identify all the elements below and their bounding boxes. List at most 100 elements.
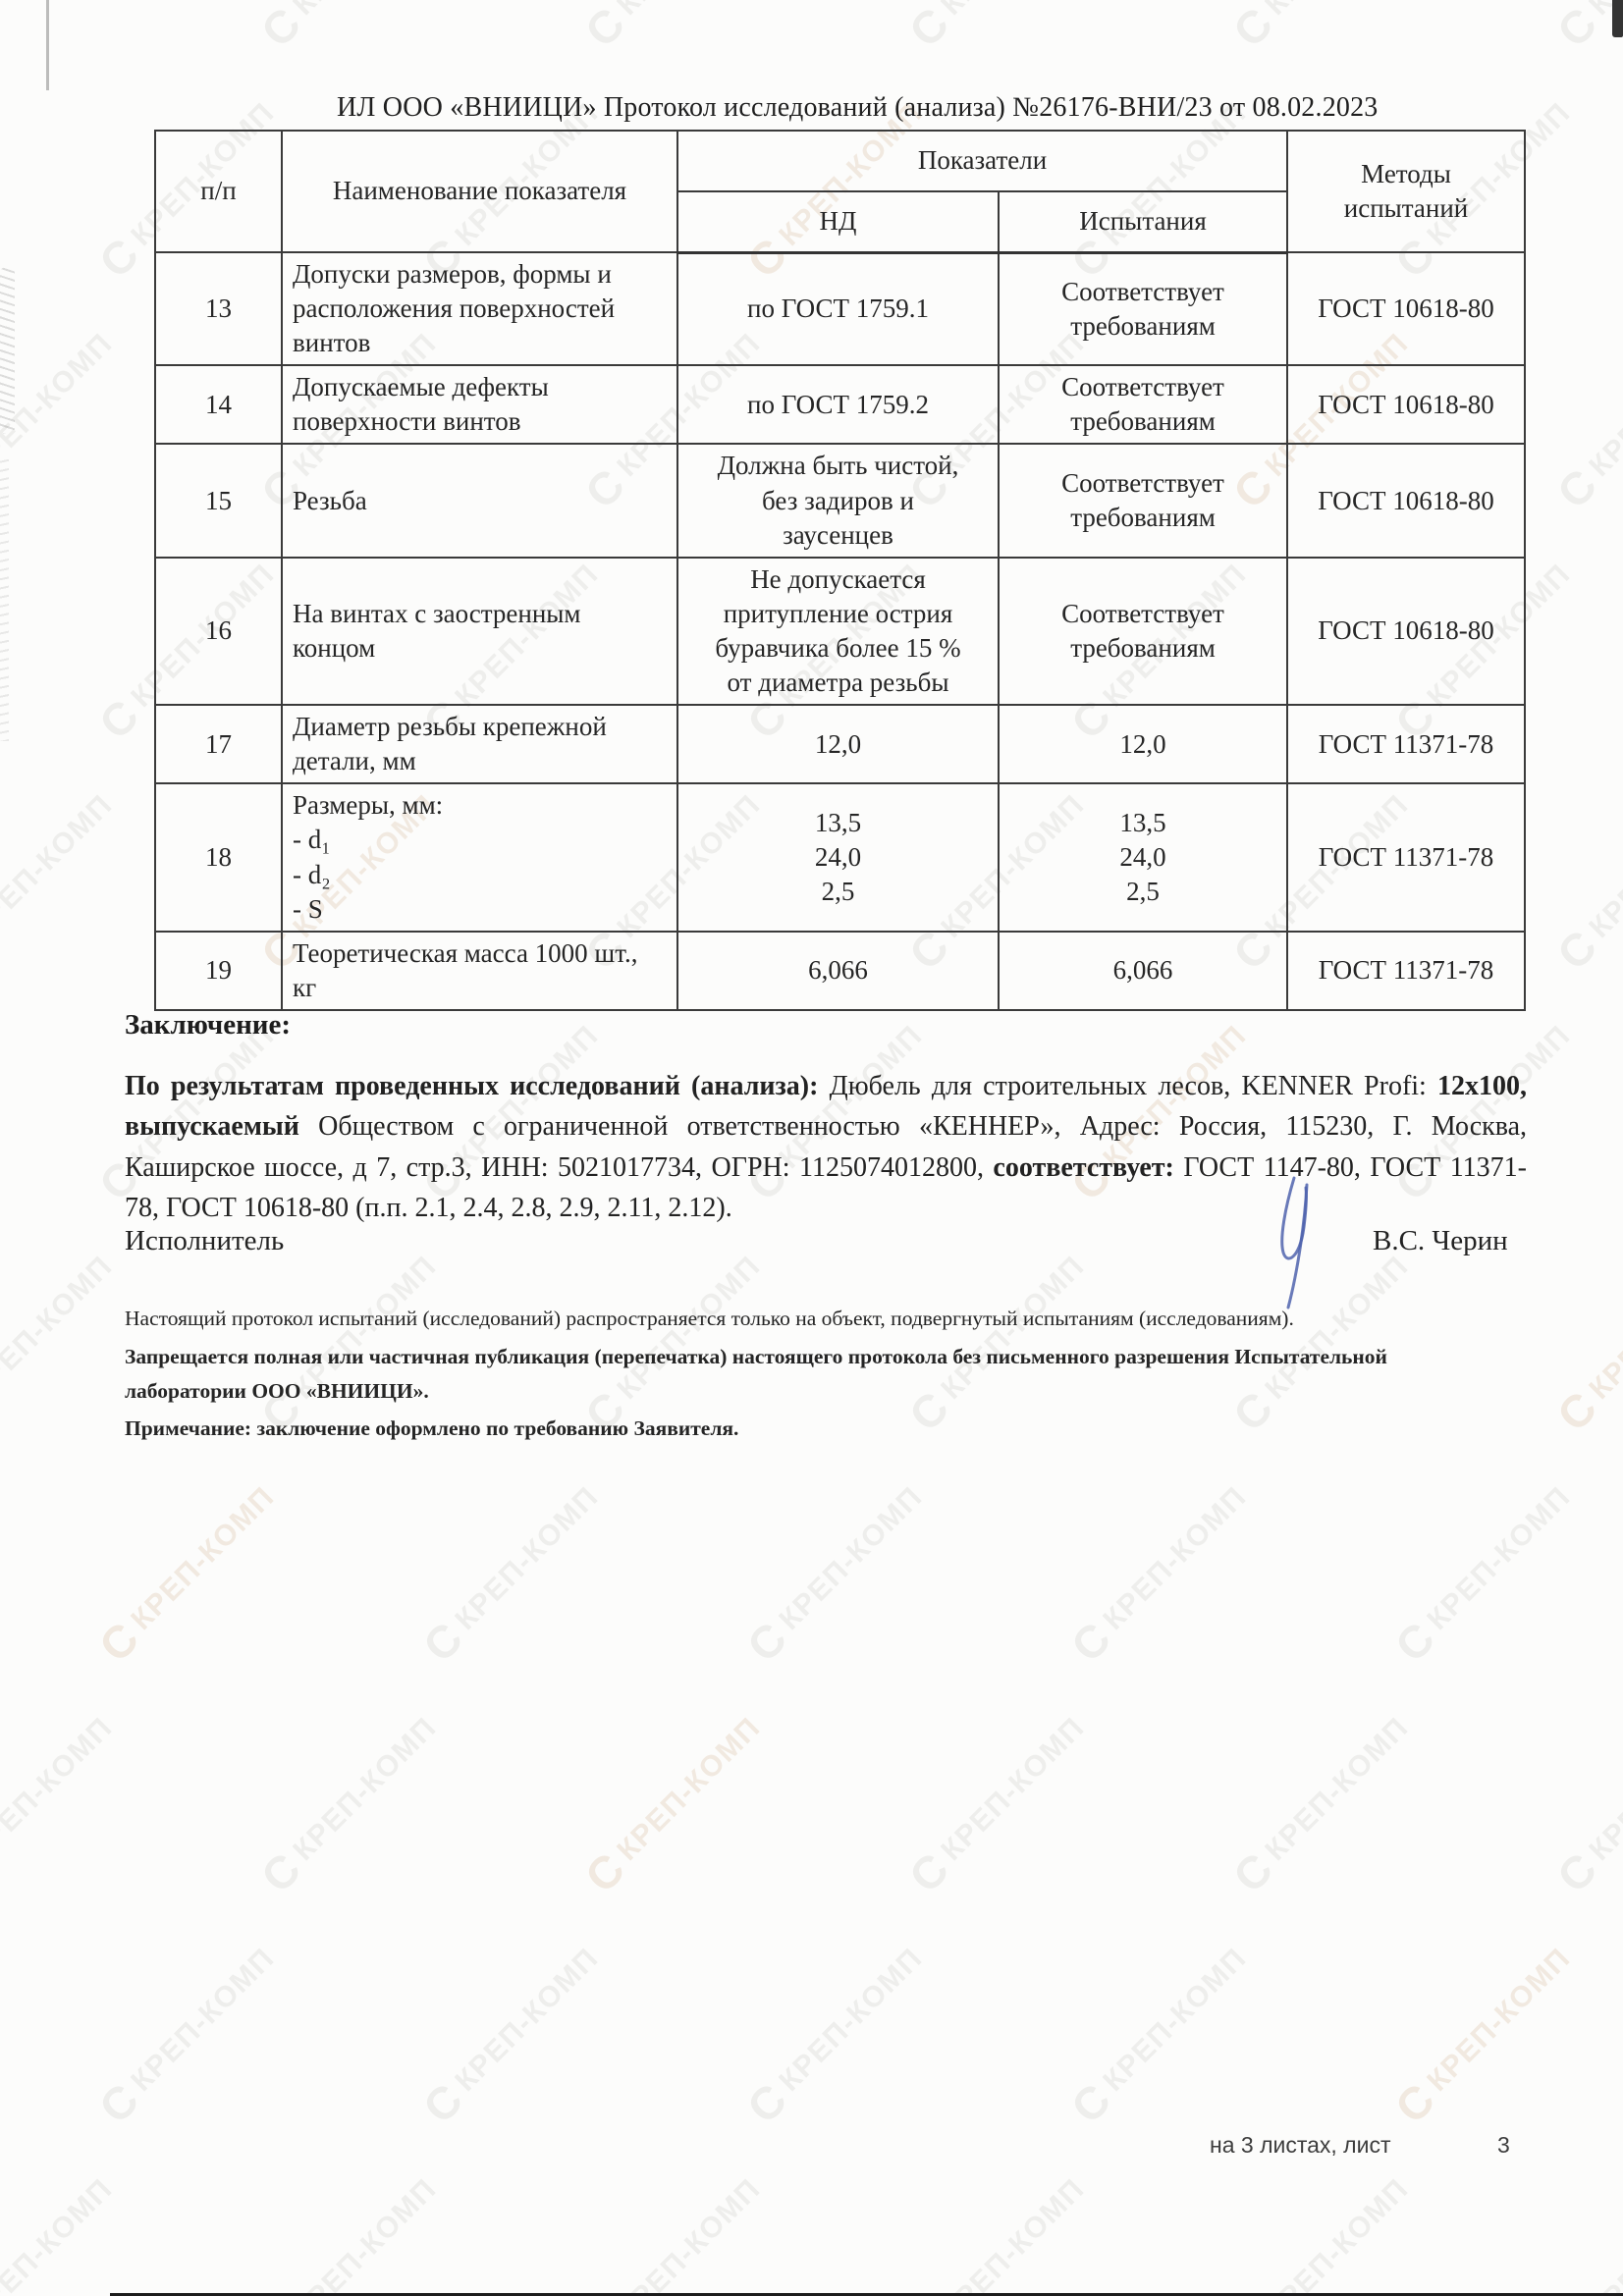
watermark: СКРЕП-КОМП <box>574 1703 774 1902</box>
brand-logo-glyph: С <box>1384 2072 1446 2133</box>
footer-notes: Настоящий протокол испытаний (исследован… <box>125 1302 1543 1450</box>
brand-logo-glyph: С <box>1060 2072 1122 2133</box>
watermark-text: КРЕП-КОМП <box>1097 1480 1254 1637</box>
watermark: СКРЕП-КОМП <box>1060 1934 1260 2133</box>
test-value: 6,066 <box>997 930 1289 1011</box>
conclusion-text: По результатам проведенных исследований … <box>125 1066 1527 1229</box>
watermark-text: КРЕП-КОМП <box>0 0 119 22</box>
watermark-text: КРЕП-КОМП <box>0 788 120 945</box>
protocol-note: Примечание: заключение оформлено по треб… <box>125 1416 739 1441</box>
brand-logo-glyph: С <box>250 0 312 57</box>
method-value: ГОСТ 10618-80 <box>1286 443 1527 559</box>
conclusion-segment: Обществом с ограниченной ответственность… <box>125 1111 1527 1183</box>
test-value: Соответствует требованиям <box>997 364 1289 446</box>
nd-value: по ГОСТ 1759.1 <box>676 250 1000 367</box>
method-value: ГОСТ 10618-80 <box>1286 364 1527 446</box>
brand-logo-glyph: С <box>412 1611 474 1672</box>
watermark-text: КРЕП-КОМП <box>449 1942 606 2099</box>
watermark: СКРЕП-КОМП <box>898 0 1098 58</box>
watermark: СКРЕП-КОМП <box>250 1703 450 1902</box>
watermark-text: КРЕП-КОМП <box>611 1711 768 1868</box>
brand-logo-glyph: С <box>1546 0 1608 57</box>
brand-logo-glyph: С <box>88 2072 150 2133</box>
conclusion-segment: 12х100, выпускаемый <box>125 1071 1527 1143</box>
watermark: СКРЕП-КОМП <box>1546 780 1623 980</box>
watermark: СКРЕП-КОМП <box>1546 1703 1623 1902</box>
brand-logo-glyph: С <box>736 2072 798 2133</box>
watermark: СКРЕП-КОМП <box>250 0 450 58</box>
row-number: 15 <box>154 443 283 559</box>
watermark: СКРЕП-КОМП <box>1546 0 1623 58</box>
brand-logo-glyph: С <box>1546 1842 1608 1902</box>
watermark-text: КРЕП-КОМП <box>1259 1711 1416 1868</box>
table-row: 16 На винтах с заостренным концом Не допус… <box>154 556 1527 707</box>
brand-logo-glyph: С <box>412 2072 474 2133</box>
brand-logo-glyph: С <box>1060 1611 1122 1672</box>
protocol-note: Запрещается полная или частичная публика… <box>125 1344 1387 1403</box>
indicator-name: Допускаемые дефекты поверхности винтов <box>281 364 678 446</box>
protocol-note: Настоящий протокол испытаний (исследован… <box>125 1307 1294 1330</box>
table-row: 19 Теоретическая масса 1000 шт., кг 6,066 6… <box>154 930 1527 1011</box>
test-value: Соответствует требованиям <box>997 443 1289 559</box>
scan-artifact-tick <box>46 0 49 90</box>
nd-value: 12,0 <box>676 704 1000 785</box>
brand-logo-glyph: С <box>88 688 150 749</box>
watermark: СКРЕП-КОМП <box>736 1934 936 2133</box>
watermark-text: КРЕП-КОМП <box>0 2172 120 2296</box>
watermark-text: КРЕП-КОМП <box>1583 2172 1623 2296</box>
table-row: 17 Диаметр резьбы крепежной детали, мм 12,… <box>154 704 1527 785</box>
watermark: СКРЕП-КОМП <box>1546 319 1623 518</box>
watermark-text: КРЕП-КОМП <box>935 1711 1092 1868</box>
row-number: 13 <box>154 250 283 367</box>
conclusion-segment: ГОСТ 1147-80, ГОСТ 11371-78, ГОСТ 10618-… <box>125 1151 1527 1224</box>
test-value: 12,0 <box>997 704 1289 785</box>
test-value: Соответствует требованиям <box>997 556 1289 707</box>
watermark-text: КРЕП-КОМП <box>1583 327 1623 484</box>
watermark: СКРЕП-КОМП <box>0 0 126 58</box>
watermark: СКРЕП-КОМП <box>1546 1242 1623 1441</box>
watermark: СКРЕП-КОМП <box>88 1934 288 2133</box>
watermark-text: КРЕП-КОМП <box>0 1711 120 1868</box>
brand-logo-glyph: С <box>1546 1380 1608 1441</box>
indicator-name: Теоретическая масса 1000 шт., кг <box>281 930 678 1011</box>
brand-logo-glyph: С <box>88 1611 150 1672</box>
watermark: СКРЕП-КОМП <box>250 2164 450 2296</box>
page-number: 3 <box>1497 2132 1510 2158</box>
watermark: СКРЕП-КОМП <box>1222 1703 1422 1902</box>
results-table-wrap: п/п Наименование показателя Показатели М… <box>154 130 1527 1011</box>
row-number: 14 <box>154 364 283 446</box>
watermark: СКРЕП-КОМП <box>412 1472 612 1672</box>
nd-value: 6,066 <box>676 930 1000 1011</box>
watermark-text: КРЕП-КОМП <box>0 1250 120 1407</box>
watermark-text: КРЕП-КОМП <box>287 1711 444 1868</box>
watermark: СКРЕП-КОМП <box>1384 1934 1584 2133</box>
brand-logo-glyph: С <box>898 1842 960 1902</box>
watermark: СКРЕП-КОМП <box>0 319 126 518</box>
executor-name: В.С. Черин <box>1373 1225 1508 1256</box>
watermark-text: КРЕП-КОМП <box>1421 1942 1578 2099</box>
brand-logo-glyph: С <box>1384 1611 1446 1672</box>
nd-value: 13,5 24,0 2,5 <box>676 782 1000 933</box>
watermark-text: КРЕП-КОМП <box>125 1480 282 1637</box>
method-value: ГОСТ 11371-78 <box>1286 782 1527 933</box>
executor-label: Исполнитель <box>125 1225 285 1256</box>
document-header: ИЛ ООО «ВНИИЦИ» Протокол исследований (а… <box>337 92 1379 123</box>
table-body: 13 Допуски размеров, формы и расположения… <box>154 250 1527 1011</box>
watermark-text: КРЕП-КОМП <box>1259 2172 1416 2296</box>
method-value: ГОСТ 11371-78 <box>1286 704 1527 785</box>
watermark: СКРЕП-КОМП <box>0 2164 126 2296</box>
watermark: СКРЕП-КОМП <box>1060 1472 1260 1672</box>
watermark-text: КРЕП-КОМП <box>773 1942 930 2099</box>
watermark: СКРЕП-КОМП <box>1222 2164 1422 2296</box>
watermark: СКРЕП-КОМП <box>1384 1472 1584 1672</box>
watermark-text: КРЕП-КОМП <box>287 0 443 22</box>
watermark: СКРЕП-КОМП <box>0 1703 126 1902</box>
watermark: СКРЕП-КОМП <box>0 780 126 980</box>
brand-logo-glyph: С <box>736 1611 798 1672</box>
table-row: 15 Резьба Должна быть чистой, без задиров … <box>154 443 1527 559</box>
watermark: СКРЕП-КОМП <box>574 2164 774 2296</box>
conclusion-segment: соответствует: <box>993 1151 1184 1183</box>
watermark: СКРЕП-КОМП <box>898 2164 1098 2296</box>
col-header-pp: п/п <box>154 130 283 253</box>
